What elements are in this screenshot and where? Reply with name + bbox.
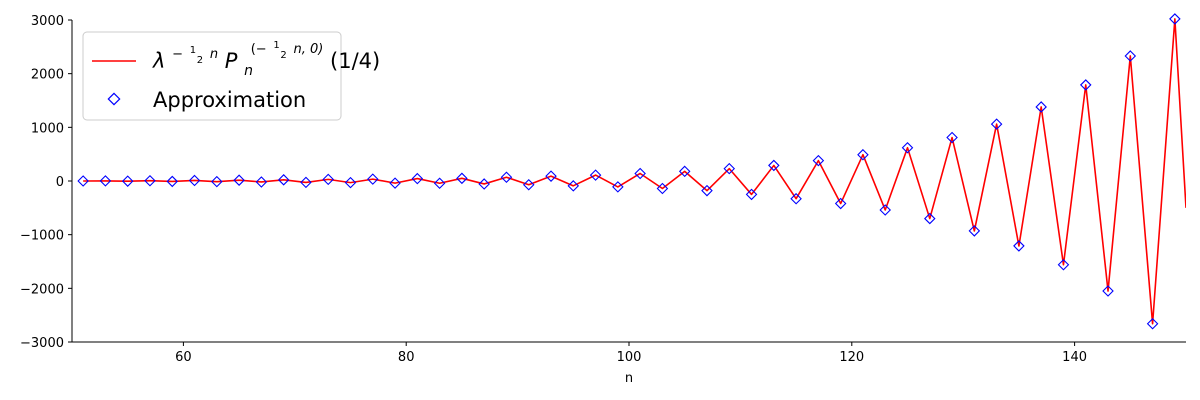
- legend-lambda: λ: [152, 49, 165, 73]
- approximation-point: [344, 176, 357, 189]
- y-tick-label: 1000: [31, 121, 64, 136]
- approximation-point: [1013, 240, 1025, 252]
- legend-lambda-exponent-n: n: [210, 47, 218, 62]
- y-axis-ticks: −3000 −2000 −1000 0 1000 2000 3000: [20, 14, 72, 351]
- legend-P-superscript-close: n, 0): [293, 42, 323, 57]
- approximation-point: [834, 197, 847, 210]
- approximation-point: [990, 118, 1003, 130]
- approximation-point: [433, 177, 446, 190]
- approximation-point: [612, 181, 624, 193]
- approximation-point: [857, 148, 869, 161]
- approximation-point: [768, 159, 780, 172]
- legend-frac-den-2: 2: [280, 50, 286, 61]
- approximation-point: [500, 171, 513, 184]
- legend-frame: [82, 31, 342, 121]
- x-tick-label: 120: [839, 350, 864, 365]
- y-tick-label: 3000: [31, 14, 64, 29]
- approximation-point: [322, 173, 334, 186]
- legend-frac-num-2: 1: [273, 40, 279, 51]
- x-axis-title: n: [625, 371, 633, 386]
- approximation-point: [589, 169, 602, 181]
- approximation-point: [879, 204, 891, 216]
- approximation-point: [99, 175, 112, 187]
- approximation-point: [812, 154, 825, 167]
- approximation-point: [300, 176, 312, 189]
- approximation-point: [723, 162, 736, 175]
- approximation-point: [522, 178, 535, 191]
- legend: λ − 1 2 n P n (− 1 2 n, 0) (1/4) Approxi…: [82, 29, 380, 121]
- legend-P-superscript-open: (−: [251, 42, 267, 57]
- legend-marker-swatch: [107, 92, 121, 106]
- approximation-point: [701, 184, 713, 197]
- x-axis-ticks: 60 80 100 120 140: [175, 342, 1087, 365]
- approximation-point: [1035, 101, 1047, 113]
- approximation-point: [790, 192, 802, 205]
- y-tick-label: 0: [56, 175, 64, 190]
- y-tick-label: −3000: [20, 336, 64, 351]
- approximation-point: [233, 174, 245, 186]
- approximation-point: [545, 170, 557, 182]
- approximation-point: [389, 177, 401, 189]
- approximation-point: [1124, 50, 1137, 62]
- y-tick-label: 2000: [31, 68, 64, 83]
- legend-argument: (1/4): [330, 49, 380, 73]
- legend-label-main: λ − 1 2 n P n (− 1 2 n, 0) (1/4): [152, 29, 380, 80]
- approximation-point: [188, 174, 201, 187]
- legend-P-subscript: n: [244, 63, 253, 79]
- approximation-point: [924, 212, 936, 225]
- approximation-point: [901, 141, 914, 154]
- approximation-point: [634, 167, 646, 180]
- legend-frac-num-1: 1: [190, 45, 196, 56]
- approximation-point: [456, 172, 468, 185]
- series-line-exact: [83, 18, 1186, 325]
- marker-layer: [77, 13, 1181, 330]
- series-line-layer: [83, 18, 1186, 325]
- approximation-point: [211, 175, 223, 188]
- approximation-point: [1079, 79, 1092, 91]
- approximation-point: [144, 174, 156, 187]
- approximation-point: [77, 175, 89, 187]
- y-tick-label: −1000: [20, 229, 64, 244]
- approximation-point: [478, 178, 490, 190]
- legend-frac-den-1: 2: [197, 55, 203, 66]
- legend-label-approximation: Approximation: [153, 88, 306, 112]
- approximation-point: [946, 131, 958, 144]
- legend-lambda-exponent-sign: −: [172, 47, 183, 62]
- approximation-point: [121, 175, 134, 187]
- approximation-point: [1146, 317, 1159, 330]
- approximation-point: [968, 225, 981, 237]
- approximation-point: [166, 175, 179, 188]
- approximation-point: [277, 174, 290, 186]
- x-tick-label: 80: [398, 350, 415, 365]
- approximation-point: [1102, 285, 1114, 297]
- approximation-point: [567, 180, 580, 192]
- approximation-point: [367, 173, 379, 185]
- approximation-point: [411, 172, 424, 185]
- x-tick-label: 60: [175, 350, 192, 365]
- plot-area: [77, 13, 1186, 330]
- x-tick-label: 140: [1062, 350, 1087, 365]
- approximation-point: [1169, 13, 1181, 25]
- legend-P: P: [225, 49, 238, 73]
- y-tick-label: −2000: [20, 282, 64, 297]
- approximation-point: [1057, 258, 1070, 271]
- approximation-point: [745, 188, 758, 201]
- approximation-point: [656, 182, 669, 195]
- x-tick-label: 100: [617, 350, 642, 365]
- approximation-point: [678, 165, 691, 178]
- approximation-point: [255, 176, 268, 188]
